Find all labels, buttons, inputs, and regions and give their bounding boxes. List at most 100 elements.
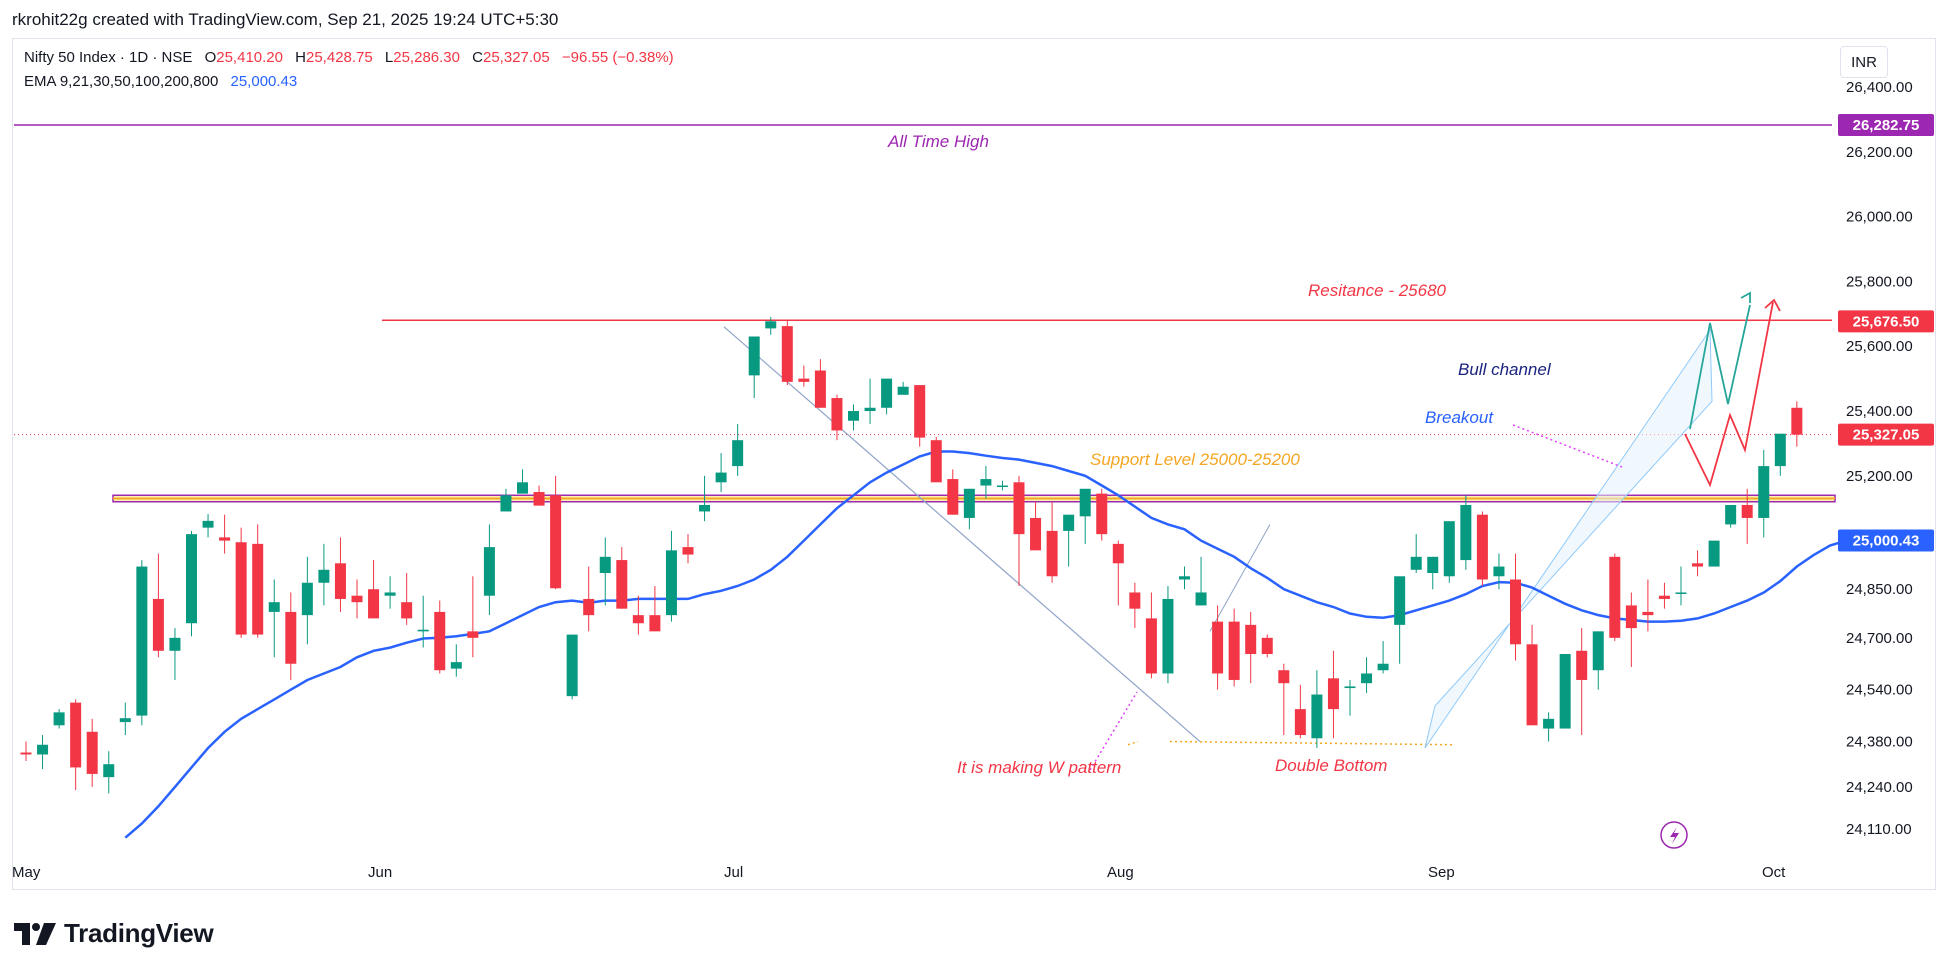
candle[interactable] xyxy=(152,598,164,651)
candle[interactable] xyxy=(252,543,264,635)
candle[interactable] xyxy=(1344,686,1356,689)
candle[interactable] xyxy=(351,595,363,603)
candle[interactable] xyxy=(1063,514,1075,531)
candle[interactable] xyxy=(1179,576,1190,580)
alternate-projection-path[interactable] xyxy=(1684,301,1774,488)
candle[interactable] xyxy=(947,479,959,515)
candle[interactable] xyxy=(434,611,446,671)
candle[interactable] xyxy=(781,326,793,382)
candle[interactable] xyxy=(1096,493,1108,535)
candle[interactable] xyxy=(467,631,479,638)
candle[interactable] xyxy=(1741,504,1753,518)
candle[interactable] xyxy=(550,495,562,589)
candle[interactable] xyxy=(1791,407,1803,435)
candle[interactable] xyxy=(1245,624,1257,655)
candle[interactable] xyxy=(1592,631,1604,671)
candle[interactable] xyxy=(1443,521,1455,577)
symbol-label[interactable]: Nifty 50 Index · 1D · NSE xyxy=(24,49,193,66)
candle[interactable] xyxy=(583,598,595,616)
candle[interactable] xyxy=(169,637,181,651)
candle[interactable] xyxy=(219,537,231,541)
candle[interactable] xyxy=(980,479,992,486)
ema-line[interactable] xyxy=(124,450,1847,839)
candle[interactable] xyxy=(517,482,528,494)
candle[interactable] xyxy=(119,718,131,723)
candle[interactable] xyxy=(897,386,909,395)
candle[interactable] xyxy=(20,752,32,755)
ema-label[interactable]: EMA 9,21,30,50,100,200,800 xyxy=(24,73,219,90)
candle[interactable] xyxy=(864,407,876,412)
candle[interactable] xyxy=(1079,488,1091,517)
candle[interactable] xyxy=(599,556,611,574)
candle[interactable] xyxy=(1675,592,1687,594)
candle[interactable] xyxy=(500,495,512,512)
candle[interactable] xyxy=(1212,621,1224,674)
candle[interactable] xyxy=(186,534,197,624)
candle[interactable] xyxy=(1294,709,1306,736)
candle[interactable] xyxy=(1476,514,1488,580)
candle[interactable] xyxy=(136,566,148,716)
candle[interactable] xyxy=(1493,566,1505,577)
candle[interactable] xyxy=(1526,644,1538,726)
candle[interactable] xyxy=(533,492,545,506)
candle[interactable] xyxy=(37,744,49,755)
candle[interactable] xyxy=(765,321,777,329)
candle[interactable] xyxy=(616,560,628,609)
candle[interactable] xyxy=(682,547,694,555)
downtrend-line[interactable] xyxy=(723,326,1201,742)
double-bottom-line[interactable] xyxy=(1169,740,1456,746)
candle[interactable] xyxy=(1758,466,1770,518)
candle[interactable] xyxy=(798,378,810,382)
candle[interactable] xyxy=(417,629,429,632)
candle[interactable] xyxy=(285,611,297,664)
candle[interactable] xyxy=(368,589,380,619)
candle[interactable] xyxy=(450,662,462,669)
candle[interactable] xyxy=(1162,598,1174,674)
candle[interactable] xyxy=(1543,718,1555,729)
candle[interactable] xyxy=(301,582,313,616)
candle[interactable] xyxy=(1261,637,1273,655)
candle[interactable] xyxy=(665,550,677,616)
candle[interactable] xyxy=(1576,650,1588,680)
candle[interactable] xyxy=(1228,621,1240,680)
candle[interactable] xyxy=(1625,605,1637,629)
candle[interactable] xyxy=(401,602,413,619)
bull-channel[interactable] xyxy=(1424,328,1713,749)
candle[interactable] xyxy=(748,336,760,376)
candle[interactable] xyxy=(715,472,727,483)
candle[interactable] xyxy=(1145,618,1157,674)
candle[interactable] xyxy=(1046,530,1058,577)
candle[interactable] xyxy=(1112,543,1124,564)
candle[interactable] xyxy=(202,520,214,528)
candle[interactable] xyxy=(1327,678,1339,710)
candle[interactable] xyxy=(1278,670,1290,684)
candle[interactable] xyxy=(930,440,942,483)
candle[interactable] xyxy=(318,569,330,583)
candle[interactable] xyxy=(848,411,859,421)
candle[interactable] xyxy=(235,542,247,635)
tradingview-logo[interactable]: TradingView xyxy=(14,918,214,949)
candle[interactable] xyxy=(963,488,975,518)
candle[interactable] xyxy=(699,504,711,512)
candle[interactable] xyxy=(1410,556,1422,570)
candle[interactable] xyxy=(1427,556,1439,574)
candle[interactable] xyxy=(53,712,65,726)
candle[interactable] xyxy=(1609,556,1621,638)
candle[interactable] xyxy=(881,378,893,408)
candle[interactable] xyxy=(1013,482,1025,535)
candle[interactable] xyxy=(1708,540,1720,567)
candle[interactable] xyxy=(86,731,98,774)
candle[interactable] xyxy=(996,485,1008,488)
candle[interactable] xyxy=(1658,595,1670,599)
candle[interactable] xyxy=(1030,517,1042,551)
candle[interactable] xyxy=(649,615,661,632)
candle[interactable] xyxy=(70,702,82,768)
candle[interactable] xyxy=(1377,663,1389,671)
candle[interactable] xyxy=(1692,563,1704,567)
candle[interactable] xyxy=(268,602,280,612)
candle[interactable] xyxy=(1774,433,1786,467)
candle[interactable] xyxy=(632,615,644,624)
candle[interactable] xyxy=(1394,576,1406,625)
candle[interactable] xyxy=(1559,654,1571,729)
